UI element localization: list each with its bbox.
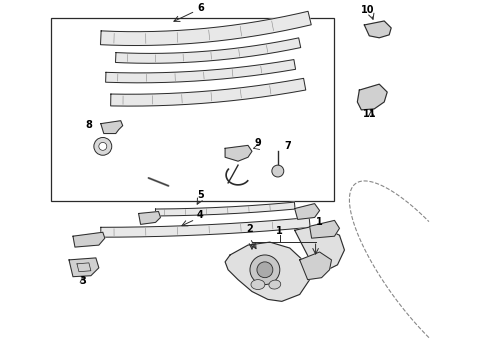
Polygon shape bbox=[139, 212, 161, 224]
Polygon shape bbox=[155, 202, 295, 216]
Polygon shape bbox=[225, 242, 310, 301]
Text: 7: 7 bbox=[284, 141, 291, 151]
Polygon shape bbox=[357, 84, 387, 110]
Circle shape bbox=[272, 165, 284, 177]
Circle shape bbox=[250, 255, 280, 284]
Polygon shape bbox=[69, 258, 99, 277]
Text: 8: 8 bbox=[85, 120, 92, 130]
Polygon shape bbox=[111, 78, 306, 106]
Ellipse shape bbox=[269, 280, 281, 289]
Polygon shape bbox=[106, 59, 295, 83]
Circle shape bbox=[99, 143, 107, 150]
Text: 4: 4 bbox=[197, 211, 204, 220]
Text: 6: 6 bbox=[197, 3, 204, 13]
Text: 11: 11 bbox=[363, 109, 376, 119]
Polygon shape bbox=[73, 232, 105, 247]
Text: 9: 9 bbox=[254, 138, 261, 148]
Text: 1: 1 bbox=[276, 226, 283, 236]
Ellipse shape bbox=[251, 280, 265, 289]
Polygon shape bbox=[101, 217, 310, 237]
Polygon shape bbox=[365, 21, 391, 38]
Text: 10: 10 bbox=[361, 5, 374, 15]
Text: 5: 5 bbox=[197, 190, 204, 200]
Polygon shape bbox=[116, 38, 301, 63]
Polygon shape bbox=[294, 204, 319, 219]
Polygon shape bbox=[310, 220, 340, 238]
Circle shape bbox=[257, 262, 273, 278]
Polygon shape bbox=[300, 252, 332, 280]
Circle shape bbox=[94, 138, 112, 155]
Text: 2: 2 bbox=[246, 224, 253, 234]
Polygon shape bbox=[100, 11, 311, 45]
Polygon shape bbox=[101, 121, 122, 134]
Bar bbox=[51, 18, 335, 201]
Text: 1: 1 bbox=[316, 217, 323, 228]
Polygon shape bbox=[225, 145, 252, 161]
Text: 3: 3 bbox=[79, 276, 86, 285]
Polygon shape bbox=[294, 225, 344, 275]
